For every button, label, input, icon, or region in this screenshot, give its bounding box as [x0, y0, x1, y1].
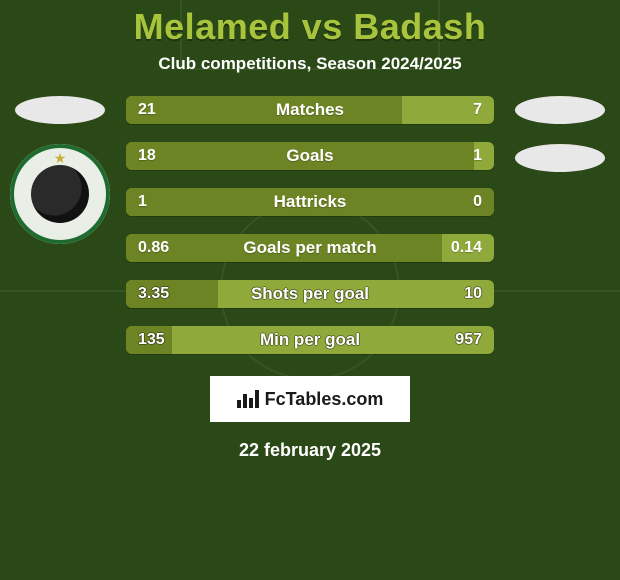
- player-photo-placeholder-left: [15, 96, 105, 124]
- page-subtitle: Club competitions, Season 2024/2025: [158, 54, 461, 74]
- stat-bar-goals_per_match: 0.86Goals per match0.14: [126, 234, 494, 262]
- stat-bar-goals: 18Goals1: [126, 142, 494, 170]
- stat-value-right: 10: [452, 280, 494, 308]
- stat-label: Hattricks: [126, 188, 494, 216]
- page-title: Melamed vs Badash: [134, 6, 487, 48]
- stat-bar-hattricks: 1Hattricks0: [126, 188, 494, 216]
- stat-value-right: 0.14: [439, 234, 494, 262]
- stat-value-right: 7: [461, 96, 494, 124]
- brand-badge: FcTables.com: [210, 376, 410, 422]
- left-side: ★: [0, 96, 120, 244]
- brand-text: FcTables.com: [265, 389, 384, 410]
- club-crest-placeholder-right: [515, 144, 605, 172]
- stat-value-right: 0: [461, 188, 494, 216]
- stat-bar-shots_per_goal: 3.35Shots per goal10: [126, 280, 494, 308]
- bar-chart-icon: [237, 390, 259, 408]
- stat-value-right: 957: [443, 326, 494, 354]
- club-crest-left: ★: [10, 144, 110, 244]
- stat-value-right: 1: [461, 142, 494, 170]
- content: Melamed vs Badash Club competitions, Sea…: [0, 0, 620, 580]
- stat-label: Goals: [126, 142, 494, 170]
- stat-bar-matches: 21Matches7: [126, 96, 494, 124]
- comparison-panel: ★ 21Matches718Goals11Hattricks00.86Goals…: [0, 96, 620, 354]
- stat-label: Matches: [126, 96, 494, 124]
- player-photo-placeholder-right: [515, 96, 605, 124]
- ball-icon: [31, 165, 89, 223]
- stat-bar-min_per_goal: 135Min per goal957: [126, 326, 494, 354]
- right-side: [500, 96, 620, 172]
- stat-label: Shots per goal: [126, 280, 494, 308]
- stat-label: Min per goal: [126, 326, 494, 354]
- stat-bars: 21Matches718Goals11Hattricks00.86Goals p…: [120, 96, 500, 354]
- date-text: 22 february 2025: [239, 440, 381, 461]
